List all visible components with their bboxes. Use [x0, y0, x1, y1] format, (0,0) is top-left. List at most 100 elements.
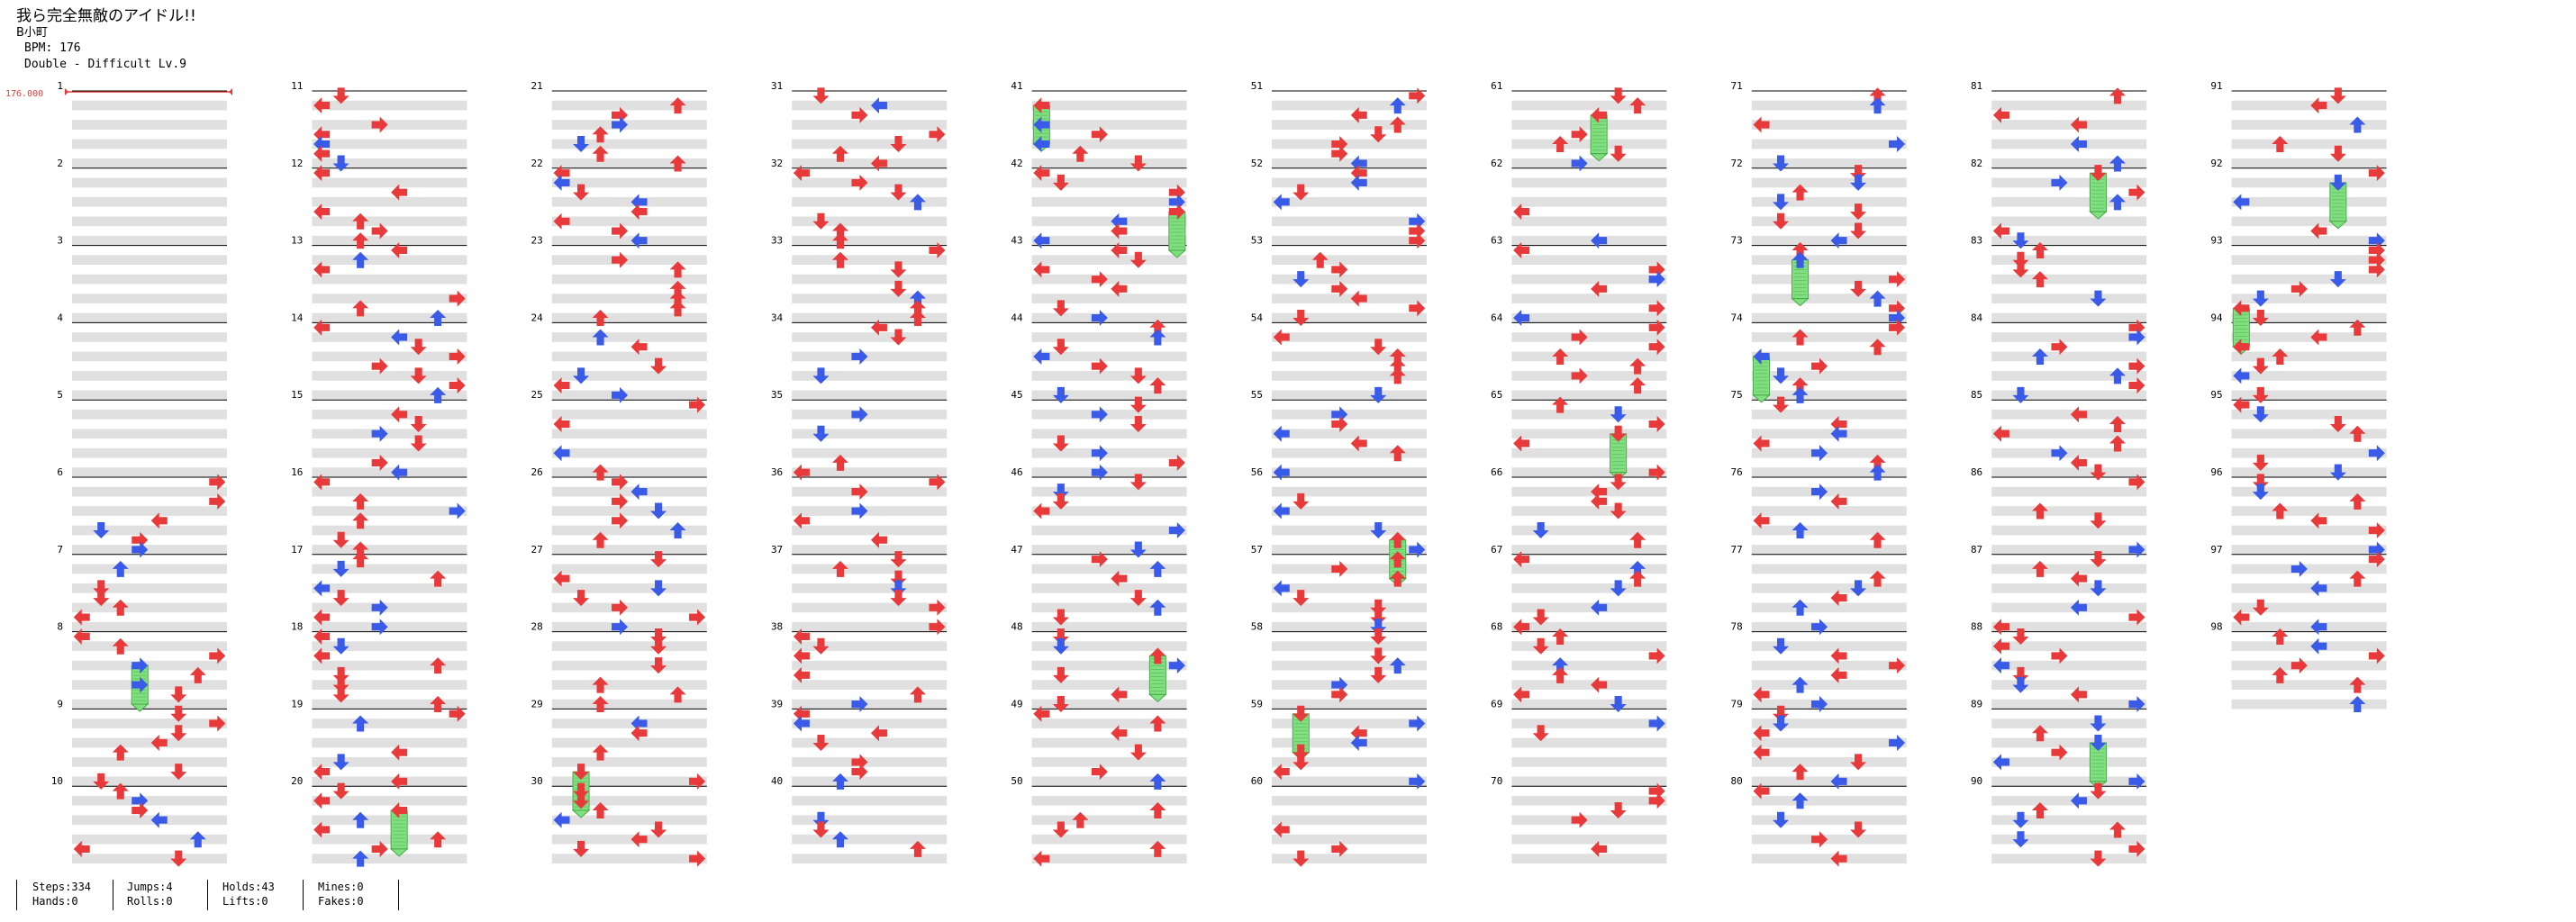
arrow-note-icon — [1791, 764, 1809, 781]
measure-number: 4 — [57, 312, 63, 323]
arrow-note-icon — [1389, 97, 1406, 114]
measure-band — [1511, 506, 1667, 516]
arrow-note-icon — [430, 831, 447, 848]
arrow-note-icon — [1791, 599, 1809, 616]
arrow-note-icon — [93, 773, 110, 790]
measure-6: 6 — [57, 466, 227, 555]
arrow-note-icon — [2128, 541, 2145, 558]
measure-86: 86 — [1971, 466, 2147, 555]
arrow-note-icon — [1273, 464, 1290, 481]
stat-hands: Hands:0 — [32, 895, 78, 908]
arrow-note-icon — [2290, 280, 2308, 297]
arrow-note-icon — [73, 840, 90, 857]
measure-band — [1272, 660, 1427, 671]
arrow-note-icon — [1591, 484, 1608, 501]
measure-band — [1751, 757, 1907, 767]
arrow-note-icon — [612, 222, 629, 240]
measure-number: 72 — [1731, 158, 1743, 169]
arrow-note-icon — [150, 512, 168, 529]
arrow-note-icon — [2233, 339, 2250, 356]
arrow-note-icon — [689, 609, 706, 626]
measure-band — [1511, 757, 1667, 767]
measure-band — [792, 429, 948, 439]
arrow-note-icon — [929, 599, 946, 616]
arrow-note-icon — [1331, 135, 1348, 152]
arrow-note-icon — [592, 531, 609, 548]
arrow-note-icon — [870, 531, 887, 548]
measure-band — [2231, 100, 2387, 111]
measure-band — [2231, 235, 2387, 246]
arrow-note-icon — [1293, 850, 1310, 867]
arrow-note-icon — [1591, 280, 1608, 297]
measure-band — [2231, 196, 2387, 207]
measure-band — [312, 660, 467, 671]
measure-band — [1272, 719, 1427, 728]
measure-band — [2231, 429, 2387, 439]
measure-band — [1272, 351, 1427, 362]
arrow-note-icon — [890, 329, 907, 346]
arrow-note-icon — [2368, 541, 2385, 558]
hold-note — [389, 809, 409, 857]
measure-band — [551, 312, 707, 323]
measure-number: 85 — [1971, 389, 1982, 401]
arrow-note-icon — [2329, 87, 2346, 104]
measure-number: 31 — [771, 80, 783, 92]
measure-number: 1 — [57, 80, 63, 92]
measure-band — [72, 351, 227, 362]
measure-band — [1991, 815, 2147, 826]
arrow-note-icon — [870, 725, 887, 742]
arrow-note-icon — [870, 319, 887, 336]
measure-band — [1991, 467, 2147, 477]
measure-band — [1511, 235, 1667, 246]
measure-band — [1991, 294, 2147, 303]
arrow-note-icon — [2051, 174, 2068, 191]
arrow-note-icon — [1753, 512, 1770, 529]
measure-band — [1991, 641, 2147, 652]
arrow-note-icon — [1791, 184, 1809, 201]
stat-block-jumps: Jumps:4 Rolls:0 — [112, 880, 208, 910]
measure-81: 81 — [1971, 80, 2147, 168]
arrow-note-icon — [870, 155, 887, 172]
arrow-note-icon — [313, 261, 331, 278]
arrow-note-icon — [1168, 194, 1185, 211]
measure-band — [792, 447, 948, 458]
measure-band — [1991, 409, 2147, 420]
measure-band — [312, 486, 467, 497]
measure-band — [1991, 834, 2147, 845]
arrow-note-icon — [1409, 715, 1426, 732]
arrow-note-icon — [1830, 493, 1847, 510]
arrow-note-icon — [1552, 628, 1569, 645]
arrow-note-icon — [1648, 271, 1665, 288]
arrow-note-icon — [573, 764, 590, 781]
measure-band — [1751, 602, 1907, 613]
arrow-note-icon — [1033, 348, 1050, 365]
measure-band — [551, 757, 707, 767]
arrow-note-icon — [1389, 551, 1406, 568]
measure-band — [1272, 602, 1427, 613]
arrow-note-icon — [391, 241, 408, 258]
arrow-note-icon — [332, 782, 349, 800]
measure-number: 92 — [2210, 158, 2222, 169]
arrow-note-icon — [1389, 116, 1406, 133]
measure-band — [551, 467, 707, 477]
measure-number: 54 — [1251, 312, 1264, 323]
measure-band — [1031, 390, 1187, 401]
arrow-note-icon — [112, 637, 129, 655]
measure-band — [1031, 506, 1187, 516]
arrow-note-icon — [371, 222, 388, 240]
measure-band — [1031, 660, 1187, 671]
arrow-note-icon — [793, 647, 810, 664]
measure-93: 93 — [2210, 235, 2387, 323]
arrow-note-icon — [1629, 531, 1646, 548]
measure-band — [1031, 776, 1187, 787]
measure-number: 36 — [771, 466, 783, 478]
arrow-note-icon — [1331, 145, 1348, 162]
measure-band — [72, 660, 227, 671]
measure-number: 16 — [291, 466, 303, 478]
measure-band — [72, 719, 227, 728]
measure-number: 56 — [1251, 466, 1263, 478]
arrow-note-icon — [1149, 377, 1166, 394]
arrow-note-icon — [1773, 367, 1790, 384]
measure-band — [312, 719, 467, 728]
bpm-marker-label: 176.000 — [5, 89, 43, 99]
